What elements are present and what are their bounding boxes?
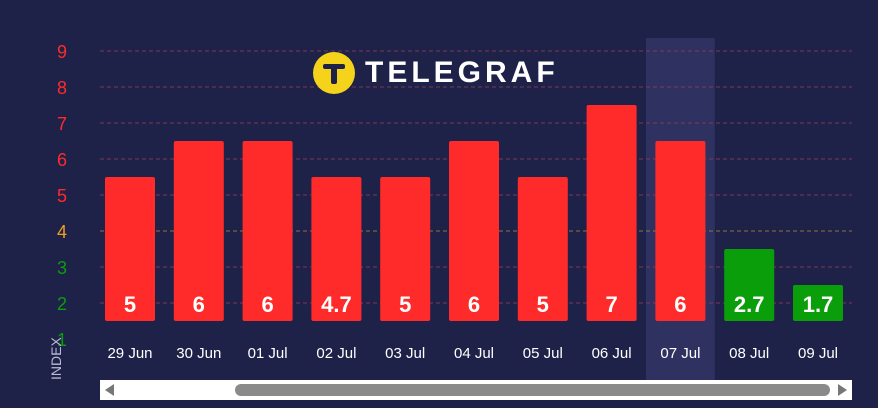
data-label: 5 [399, 292, 411, 317]
bar-10 [793, 285, 843, 321]
data-label: 1.7 [803, 292, 834, 317]
x-tick-label: 30 Jun [176, 345, 221, 362]
x-tick-label: 05 Jul [523, 345, 563, 362]
x-tick-label: 09 Jul [798, 345, 838, 362]
data-label: 5 [124, 292, 136, 317]
scrollbar-thumb[interactable] [235, 384, 830, 396]
data-label: 4.7 [321, 292, 352, 317]
data-label: 6 [193, 292, 205, 317]
bar-0 [105, 177, 155, 321]
data-label: 6 [674, 292, 686, 317]
bar-5 [449, 141, 499, 321]
data-label: 6 [261, 292, 273, 317]
bar-9 [724, 249, 775, 321]
y-tick-label: 7 [57, 114, 67, 134]
brand-name: TELEGRAF [365, 56, 559, 89]
y-tick-label: 9 [57, 42, 67, 62]
x-tick-label: 03 Jul [385, 345, 425, 362]
bar-8 [655, 141, 706, 321]
x-tick-label: 01 Jul [248, 345, 288, 362]
bar-6 [517, 177, 568, 321]
data-label: 2.7 [734, 292, 765, 317]
chart-scrollbar[interactable] [100, 380, 852, 400]
data-label: 6 [468, 292, 480, 317]
bar-7 [586, 105, 637, 321]
x-tick-label: 04 Jul [454, 345, 494, 362]
data-label: 7 [605, 292, 617, 317]
brand-logo: TELEGRAF [313, 51, 559, 95]
y-tick-label: 2 [57, 294, 67, 314]
telegraf-badge-icon [313, 52, 355, 94]
bar-2 [242, 141, 293, 321]
y-tick-label: 4 [57, 222, 67, 242]
y-tick-label: 1 [57, 330, 67, 350]
y-tick-label: 6 [57, 150, 67, 170]
bar-1 [173, 141, 224, 321]
y-tick-label: 5 [57, 186, 67, 206]
scroll-right-arrow-icon[interactable] [838, 384, 847, 396]
data-label: 5 [537, 292, 549, 317]
x-tick-label: 29 Jun [107, 345, 152, 362]
x-tick-label: 06 Jul [592, 345, 632, 362]
y-tick-label: 3 [57, 258, 67, 278]
bar-4 [380, 177, 431, 321]
scroll-left-arrow-icon[interactable] [105, 384, 114, 396]
y-axis-title: INDEX [48, 337, 64, 380]
x-tick-label: 07 Jul [660, 345, 700, 362]
y-tick-label: 8 [57, 78, 67, 98]
x-tick-label: 02 Jul [316, 345, 356, 362]
bar-3 [311, 177, 362, 321]
x-tick-label: 08 Jul [729, 345, 769, 362]
